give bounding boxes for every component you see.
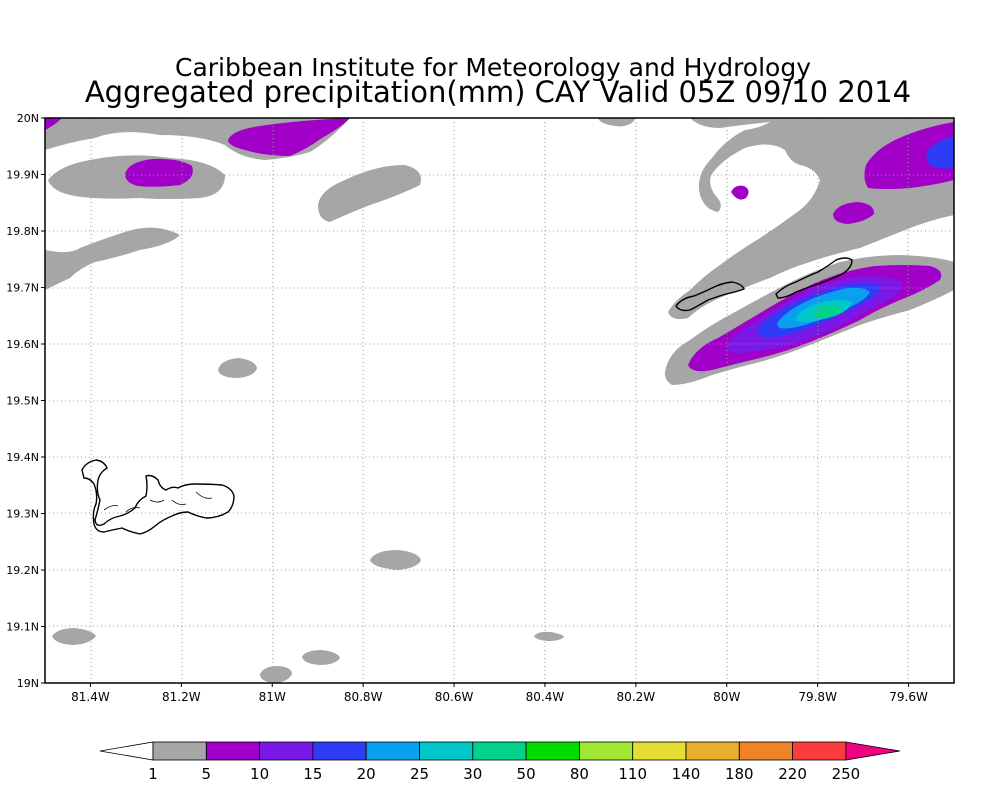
colorbar-label: 5 <box>202 765 212 783</box>
colorbar-swatch <box>579 741 634 761</box>
x-axis-ticks: 81.4W 81.2W 81W 80.8W 80.6W 80.4W 80.2W 80W 79.8… <box>71 683 928 704</box>
precip-area-gray-mid <box>318 165 421 222</box>
colorbar-swatch <box>792 741 847 761</box>
x-tick-label: 80.4W <box>526 690 565 704</box>
precip-area-gray-blob-1 <box>218 358 257 378</box>
precip-area-purple-w <box>125 158 193 187</box>
precip-area-gray-blob-4 <box>302 650 340 665</box>
colorbar-swatch <box>365 741 420 761</box>
precip-area-gray-blob-5 <box>260 666 292 683</box>
colorbar-label: 1 <box>148 765 158 783</box>
y-tick-label: 19N <box>17 677 39 690</box>
colorbar-swatch <box>205 741 261 761</box>
precip-area-gray-top-center <box>598 118 636 127</box>
y-tick-label: 20N <box>17 112 39 125</box>
colorbar-swatch <box>738 741 793 761</box>
colorbar-underflow-triangle <box>99 741 154 761</box>
precip-area-gray-blob-6 <box>534 631 564 641</box>
y-tick-label: 19.1N <box>6 621 39 634</box>
colorbar-label: 10 <box>250 765 269 783</box>
y-tick-label: 19.7N <box>6 282 39 295</box>
colorbar-swatch <box>312 741 367 761</box>
map-gridlines <box>45 118 954 683</box>
x-tick-label: 79.8W <box>798 690 837 704</box>
colorbar-label: 15 <box>303 765 322 783</box>
colorbar-swatch <box>152 741 207 761</box>
map-title: Caribbean Institute for Meteorology and … <box>175 53 811 82</box>
little-cayman-outline <box>675 281 745 312</box>
y-tick-label: 19.4N <box>6 451 39 464</box>
y-tick-label: 19.2N <box>6 564 39 577</box>
precip-area-teal-core <box>812 305 843 318</box>
y-tick-label: 19.3N <box>6 508 39 521</box>
precip-area-purple-top <box>228 118 350 156</box>
colorbar-label: 250 <box>832 765 861 783</box>
colorbar-label: 20 <box>357 765 376 783</box>
colorbar-swatch <box>632 741 687 761</box>
precip-area-purple-ne <box>864 122 954 189</box>
x-tick-label: 80.2W <box>617 690 656 704</box>
colorbar-label: 180 <box>725 765 754 783</box>
colorbar-overflow-triangle <box>845 741 900 761</box>
colorbar-label: 50 <box>517 765 536 783</box>
y-tick-label: 19.6N <box>6 338 39 351</box>
y-tick-label: 19.8N <box>6 225 39 238</box>
precip-area-purple-nw <box>45 118 62 130</box>
x-tick-label: 81W <box>259 690 286 704</box>
colorbar-label: 30 <box>463 765 482 783</box>
colorbar-label: 25 <box>410 765 429 783</box>
colorbar-label: 220 <box>778 765 807 783</box>
colorbar-swatch <box>472 741 527 761</box>
y-tick-label: 19.9N <box>6 169 39 182</box>
x-tick-label: 80.6W <box>435 690 474 704</box>
cayman-islands-outlines <box>81 257 853 535</box>
colorbar-swatch <box>419 741 474 761</box>
precipitation-colorbar: 1 5 10 15 20 25 30 50 80 110 140 180 220 250 <box>99 741 900 783</box>
y-tick-label: 19.5N <box>6 395 39 408</box>
precip-area-gray-blob-3 <box>52 628 96 645</box>
colorbar-label: 110 <box>618 765 647 783</box>
map-subtitle: Aggregated precipitation(mm) CAY Valid 0… <box>85 75 911 109</box>
precip-area-blue-ne <box>926 136 954 169</box>
colorbar-label: 140 <box>672 765 701 783</box>
cayman-brac-outline <box>775 257 853 299</box>
precip-area-gray-sw-strip <box>45 227 180 290</box>
x-tick-label: 81.4W <box>71 690 110 704</box>
colorbar-swatch <box>259 741 314 761</box>
x-tick-label: 80W <box>713 690 740 704</box>
precip-area-purple-small-1 <box>731 185 749 200</box>
grand-cayman-detail <box>103 491 213 513</box>
x-tick-label: 80.8W <box>344 690 383 704</box>
precip-area-purple-small-2 <box>833 202 875 224</box>
x-tick-label: 81.2W <box>162 690 201 704</box>
colorbar-label: 80 <box>570 765 589 783</box>
y-axis-ticks: 19N 19.1N 19.2N 19.3N 19.4N 19.5N 19.6N 19.7N 19… <box>6 112 45 690</box>
x-tick-label: 79.6W <box>889 690 928 704</box>
colorbar-swatch <box>525 741 580 761</box>
colorbar-swatch <box>685 741 740 761</box>
precip-area-gray-blob-2 <box>370 550 421 570</box>
grand-cayman-outline <box>81 459 235 535</box>
